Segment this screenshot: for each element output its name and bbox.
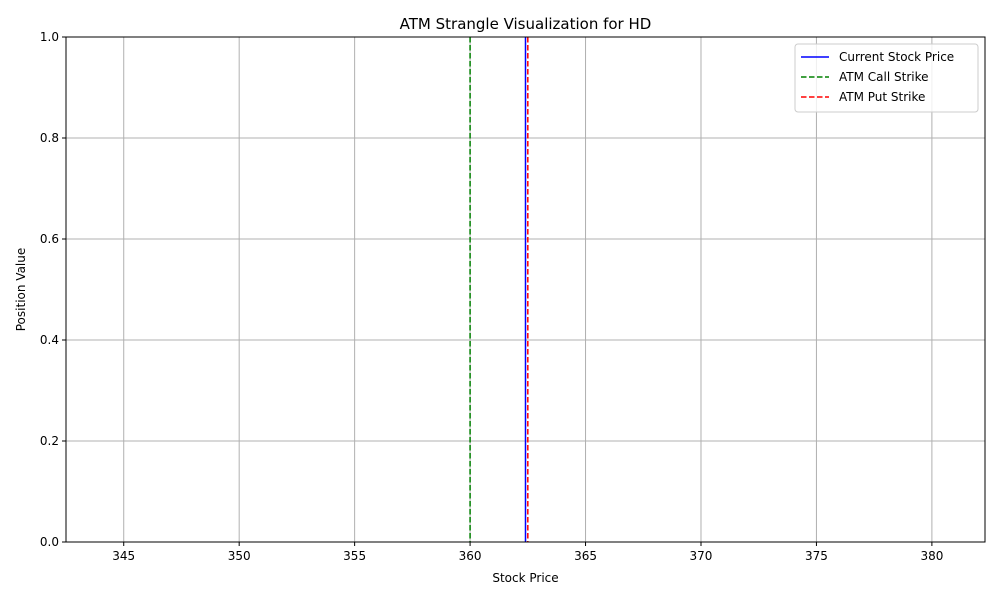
x-tick-label: 365	[574, 549, 597, 563]
legend: Current Stock Price ATM Call Strike ATM Pu…	[794, 43, 979, 113]
x-tick-label: 350	[228, 549, 251, 563]
legend-box	[794, 43, 979, 113]
y-tick-label: 0.4	[40, 333, 59, 347]
legend-label: ATM Put Strike	[839, 90, 925, 104]
x-tick-label: 345	[112, 549, 135, 563]
chart-title: ATM Strangle Visualization for HD	[400, 15, 652, 33]
y-tick-label: 1.0	[40, 30, 59, 44]
y-tick-label: 0.8	[40, 131, 59, 145]
x-tick-label: 355	[343, 549, 366, 563]
legend-label: Current Stock Price	[839, 50, 954, 64]
x-axis-label: Stock Price	[492, 571, 558, 585]
x-tick-label: 375	[805, 549, 828, 563]
y-tick-label: 0.0	[40, 535, 59, 549]
y-axis-ticks: 0.0 0.2 0.4 0.6 0.8 1.0	[40, 30, 66, 549]
y-tick-label: 0.6	[40, 232, 59, 246]
y-axis-label: Position Value	[14, 248, 28, 332]
x-tick-label: 360	[459, 549, 482, 563]
plot-frame	[65, 36, 986, 543]
x-tick-label: 370	[690, 549, 713, 563]
x-tick-label: 380	[920, 549, 943, 563]
x-axis-ticks: 345 350 355 360 365 370 375 380	[112, 542, 943, 563]
y-tick-label: 0.2	[40, 434, 59, 448]
series-lines	[469, 37, 529, 542]
legend-label: ATM Call Strike	[839, 70, 928, 84]
